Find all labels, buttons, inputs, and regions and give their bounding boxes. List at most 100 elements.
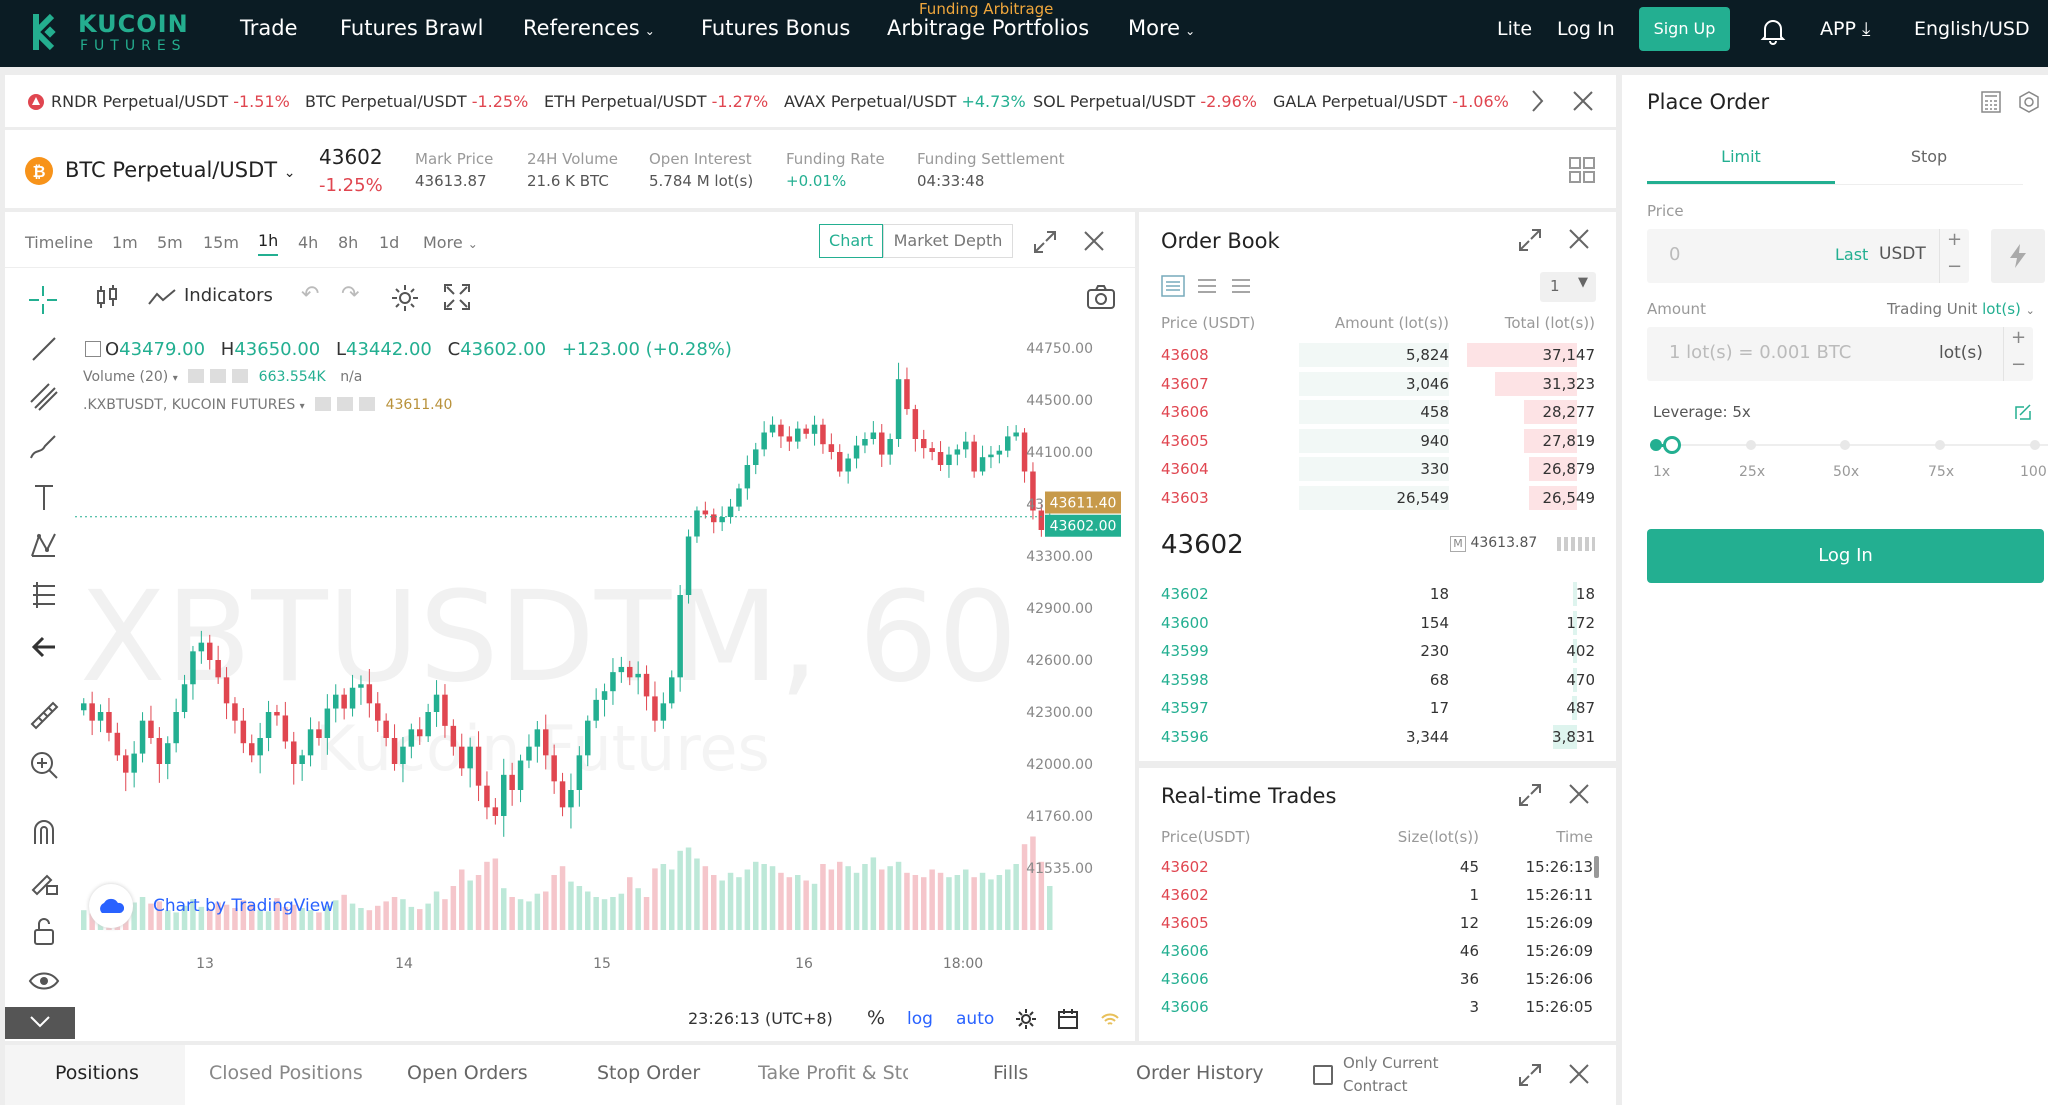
chevron-right-icon[interactable] <box>1529 89 1545 113</box>
price-decrement-button[interactable]: − <box>1939 256 1969 283</box>
order-book-row[interactable]: 43607 3,046 31,323 <box>1139 370 1599 398</box>
unlock-icon[interactable] <box>27 914 61 948</box>
close-icon[interactable] <box>1082 229 1106 253</box>
order-book-row[interactable]: 43598 68 470 <box>1139 666 1599 694</box>
signup-button[interactable]: Sign Up <box>1639 7 1730 51</box>
close-icon[interactable] <box>1567 227 1591 251</box>
order-book-row[interactable]: 43603 26,549 26,549 <box>1139 484 1599 512</box>
view-asks-icon[interactable] <box>1229 275 1253 297</box>
nav-login[interactable]: Log In <box>1557 18 1615 40</box>
ticker-item[interactable]: BTC Perpetual/USDT -1.25% <box>305 92 528 111</box>
last-price-button[interactable]: Last <box>1835 245 1869 264</box>
bell-icon[interactable] <box>1760 17 1786 45</box>
eye-icon[interactable] <box>27 964 61 998</box>
leverage-tick[interactable] <box>1840 440 1850 450</box>
amount-increment-button[interactable]: + <box>2003 327 2033 354</box>
legend-controls-icon[interactable] <box>315 397 376 411</box>
only-current-checkbox[interactable] <box>1313 1065 1333 1085</box>
order-book-row[interactable]: 43606 458 28,277 <box>1139 398 1599 426</box>
price-input[interactable]: 0 Last USDT + − <box>1647 229 1969 283</box>
expand-icon[interactable] <box>1032 229 1058 255</box>
calculator-icon[interactable] <box>1980 91 2002 113</box>
tab-closed-positions[interactable]: Closed Positions <box>209 1062 363 1084</box>
amount-input[interactable]: 1 lot(s) = 0.001 BTC lot(s) + − <box>1647 327 2033 381</box>
nav-futures-bonus[interactable]: Futures Bonus <box>701 16 851 40</box>
ruler-icon[interactable] <box>27 698 61 732</box>
trade-row[interactable]: 43602 1 15:26:11 <box>1139 881 1599 909</box>
candles-icon[interactable] <box>92 282 122 312</box>
interval-4h[interactable]: 4h <box>298 233 319 252</box>
leverage-tick[interactable] <box>2030 440 2040 450</box>
login-to-trade-button[interactable]: Log In <box>1647 529 2044 583</box>
interval-1m[interactable]: 1m <box>112 233 138 252</box>
prediction-icon[interactable] <box>27 578 61 612</box>
tab-stop-order[interactable]: Stop Order <box>597 1062 701 1084</box>
quick-price-button[interactable] <box>1991 229 2045 283</box>
leverage-slider-track[interactable] <box>1656 444 2048 446</box>
tab-stop[interactable]: Stop <box>1910 147 1948 166</box>
collapse-toolbar-button[interactable] <box>5 1007 75 1039</box>
tradingview-credit[interactable]: Chart by TradingView <box>153 896 335 916</box>
tab-positions[interactable]: Positions <box>55 1062 139 1084</box>
tab-fills[interactable]: Fills <box>993 1062 1029 1084</box>
brush-icon[interactable] <box>27 430 61 464</box>
kucoin-logo[interactable]: KUCOIN FUTURES <box>22 6 188 60</box>
view-both-icon[interactable] <box>1161 275 1185 297</box>
order-book-row[interactable]: 43605 940 27,819 <box>1139 427 1599 455</box>
text-tool-icon[interactable] <box>27 480 61 514</box>
scrollbar[interactable] <box>1594 856 1599 878</box>
nav-lite[interactable]: Lite <box>1497 18 1533 40</box>
camera-icon[interactable] <box>1085 282 1117 312</box>
interval-1d[interactable]: 1d <box>379 233 400 252</box>
nav-trade[interactable]: Trade <box>240 16 298 40</box>
collapse-legend-icon[interactable] <box>85 341 101 357</box>
crosshair-icon[interactable] <box>25 282 61 318</box>
trade-row[interactable]: 43606 36 15:26:06 <box>1139 965 1599 993</box>
order-book-row[interactable]: 43604 330 26,879 <box>1139 455 1599 483</box>
trend-line-icon[interactable] <box>27 332 61 366</box>
expand-icon[interactable] <box>1517 1062 1543 1088</box>
tradingview-logo-icon[interactable] <box>89 884 133 928</box>
expand-icon[interactable] <box>1517 227 1543 253</box>
order-book-row[interactable]: 43597 17 487 <box>1139 694 1599 722</box>
nav-language[interactable]: English/USD <box>1914 18 2030 40</box>
lock-drawing-icon[interactable] <box>27 864 61 898</box>
settings-gear-icon[interactable] <box>1015 1008 1037 1030</box>
expand-icon[interactable] <box>1517 782 1543 808</box>
redo-icon[interactable]: ↷ <box>341 282 360 307</box>
ticker-item[interactable]: GALA Perpetual/USDT -1.06% <box>1273 92 1509 111</box>
order-book-row[interactable]: 43608 5,824 37,147 <box>1139 341 1599 369</box>
fib-channel-icon[interactable] <box>27 380 61 414</box>
trading-unit-selector[interactable]: Trading Unit lot(s) ⌄ <box>1887 300 2035 318</box>
nav-references[interactable]: References ⌄ <box>523 16 655 40</box>
price-increment-button[interactable]: + <box>1939 229 1969 256</box>
tab-limit[interactable]: Limit <box>1721 147 1761 166</box>
interval-5m[interactable]: 5m <box>157 233 183 252</box>
settings-gear-icon[interactable] <box>2018 91 2040 113</box>
trade-row[interactable]: 43605 12 15:26:09 <box>1139 909 1599 937</box>
interval-15m[interactable]: 15m <box>203 233 239 252</box>
zoom-in-icon[interactable] <box>27 748 61 782</box>
arrow-left-icon[interactable] <box>27 630 61 664</box>
symbol-selector[interactable]: BTC Perpetual/USDT ⌄ <box>65 158 296 182</box>
fullscreen-icon[interactable] <box>442 282 472 312</box>
edit-leverage-icon[interactable] <box>2014 403 2032 421</box>
leverage-tick[interactable] <box>1935 440 1945 450</box>
leverage-tick[interactable] <box>1746 440 1756 450</box>
tab-take-profit[interactable]: Take Profit & Stop <box>758 1062 908 1084</box>
order-book-row[interactable]: 43602 18 18 <box>1139 580 1599 608</box>
trade-row[interactable]: 43602 45 15:26:13 <box>1139 853 1599 881</box>
tab-order-history[interactable]: Order History <box>1136 1062 1264 1084</box>
indicators-button[interactable]: Indicators <box>184 285 273 306</box>
close-icon[interactable] <box>1567 1062 1591 1086</box>
ticker-item[interactable]: RNDR Perpetual/USDT -1.51% <box>51 92 290 111</box>
view-depth-button[interactable]: Market Depth <box>883 224 1013 258</box>
ticker-item[interactable]: AVAX Perpetual/USDT +4.73% <box>784 92 1026 111</box>
nav-more[interactable]: More ⌄ <box>1128 16 1195 40</box>
settings-gear-icon[interactable] <box>389 282 421 314</box>
layout-grid-icon[interactable] <box>1568 156 1596 184</box>
leverage-slider-handle[interactable] <box>1663 436 1681 454</box>
order-book-row[interactable]: 43596 3,344 3,831 <box>1139 723 1599 751</box>
percent-scale-toggle[interactable]: % <box>867 1007 886 1029</box>
interval-1h[interactable]: 1h <box>258 231 279 256</box>
